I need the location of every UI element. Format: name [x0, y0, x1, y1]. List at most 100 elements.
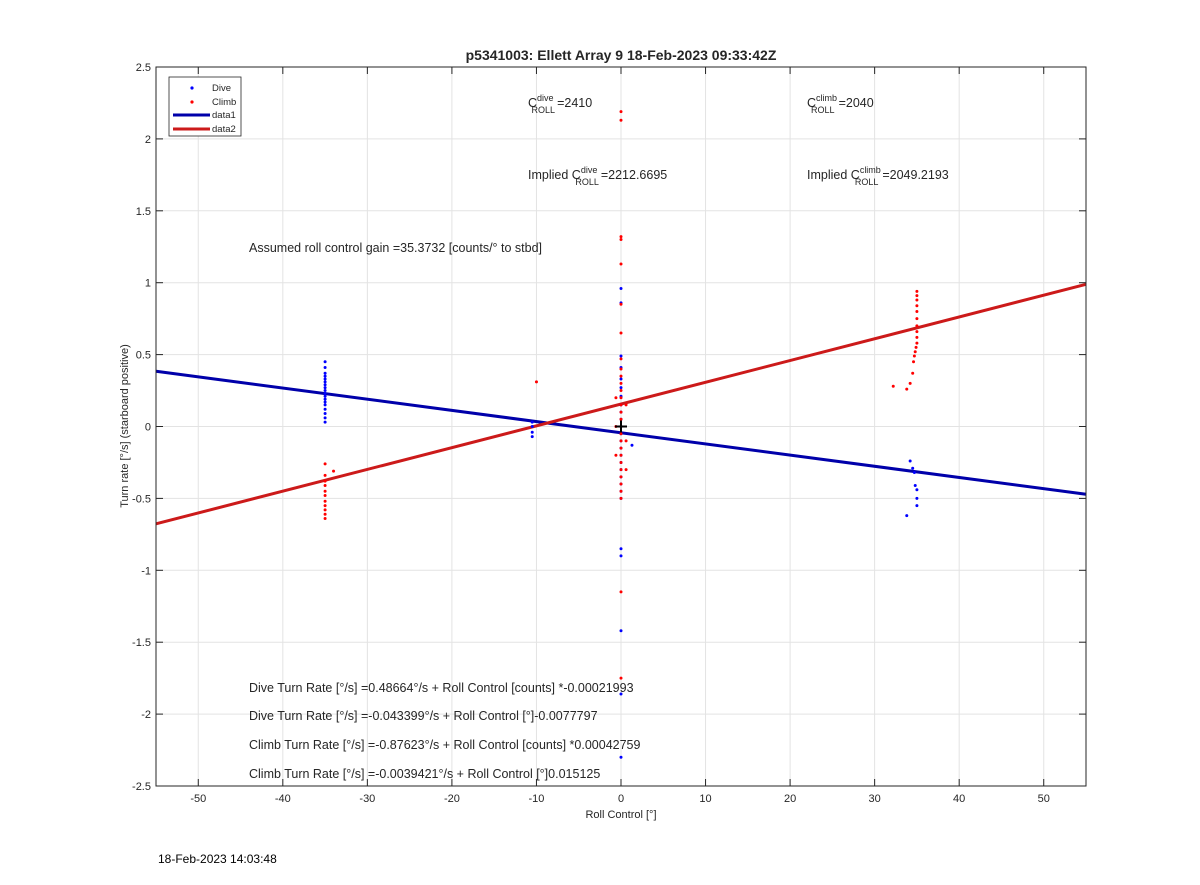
- point-climb: [614, 396, 618, 400]
- point-climb: [619, 331, 623, 335]
- y-tick-label: 0: [145, 422, 151, 434]
- point-dive: [323, 391, 327, 395]
- point-climb: [619, 496, 623, 500]
- point-climb: [619, 238, 623, 242]
- point-climb: [619, 676, 623, 680]
- point-climb: [619, 475, 623, 479]
- point-climb: [619, 417, 623, 421]
- point-dive: [323, 389, 327, 393]
- point-climb: [619, 110, 623, 114]
- point-climb: [619, 482, 623, 486]
- y-tick-label: -2: [141, 709, 151, 721]
- point-climb: [619, 357, 623, 361]
- point-climb: [912, 360, 916, 364]
- point-dive: [323, 416, 327, 420]
- point-dive: [619, 354, 623, 358]
- annotation-c-climb: Cclimb ROLL =2040: [807, 93, 874, 115]
- point-dive: [619, 386, 623, 390]
- point-climb: [891, 384, 895, 388]
- axis-ticks: -50 -40 -30 -20 -10 0 10 20 30 40 50-2.5-2-1.5-1-0…: [132, 62, 1086, 805]
- point-dive: [530, 420, 534, 424]
- legend-label-dive: Dive: [212, 83, 231, 94]
- x-tick-label: -30: [359, 793, 375, 805]
- point-dive: [911, 466, 915, 470]
- y-tick-label: 2: [145, 134, 151, 146]
- x-tick-label: 10: [699, 793, 711, 805]
- point-climb: [619, 381, 623, 385]
- point-climb: [323, 483, 327, 487]
- point-climb: [619, 446, 623, 450]
- point-climb: [619, 439, 623, 443]
- point-dive: [913, 483, 917, 487]
- point-dive: [619, 547, 623, 551]
- point-dive: [530, 425, 534, 428]
- x-tick-label: -10: [529, 793, 545, 805]
- point-climb: [619, 367, 623, 371]
- point-climb: [323, 499, 327, 503]
- point-climb: [323, 517, 327, 521]
- annotation-implied-dive: Implied Cdive ROLL =2212.6695: [528, 165, 667, 187]
- point-climb: [911, 371, 915, 375]
- legend-label-data1: data1: [212, 110, 236, 121]
- legend-label-climb: Climb: [212, 97, 236, 108]
- point-climb: [323, 504, 327, 508]
- point-climb: [915, 335, 919, 339]
- series-layer: [155, 110, 1087, 759]
- point-dive: [323, 386, 327, 390]
- point-climb: [915, 309, 919, 313]
- point-climb: [614, 453, 618, 457]
- legend-marker-dive: [190, 86, 194, 90]
- legend-label-data2: data2: [212, 124, 236, 135]
- point-dive: [323, 407, 327, 411]
- annotation-c-dive: Cdive ROLL =2410: [528, 93, 592, 115]
- point-climb: [619, 262, 623, 266]
- point-climb: [323, 489, 327, 493]
- x-tick-label: -50: [190, 793, 206, 805]
- point-dive: [323, 394, 327, 398]
- point-climb: [915, 317, 919, 321]
- point-dive: [323, 403, 327, 407]
- point-climb: [912, 354, 916, 358]
- point-climb: [332, 469, 336, 473]
- y-tick-label: -0.5: [132, 493, 151, 505]
- print-timestamp: 18-Feb-2023 14:03:48: [158, 852, 277, 866]
- y-tick-label: -1.5: [132, 637, 151, 649]
- point-climb: [619, 302, 623, 306]
- point-climb: [619, 118, 623, 122]
- y-tick-label: 1.5: [136, 206, 151, 218]
- x-tick-label: 50: [1038, 793, 1050, 805]
- point-climb: [914, 345, 918, 349]
- x-tick-label: 30: [869, 793, 881, 805]
- x-tick-label: 20: [784, 793, 796, 805]
- y-tick-label: 0.5: [136, 350, 151, 362]
- legend: Dive Climb data1 data2: [168, 76, 242, 137]
- point-dive: [323, 374, 327, 378]
- point-dive: [619, 692, 623, 696]
- point-climb: [905, 387, 909, 391]
- legend-box: [168, 76, 242, 137]
- point-climb: [915, 294, 919, 298]
- point-climb: [619, 235, 623, 239]
- point-climb: [913, 350, 917, 354]
- point-dive: [915, 488, 919, 492]
- point-dive: [323, 400, 327, 404]
- point-dive: [619, 286, 623, 290]
- y-tick-label: 2.5: [136, 62, 151, 74]
- y-tick-label: -1: [141, 565, 151, 577]
- point-climb: [619, 374, 623, 378]
- point-climb: [619, 590, 623, 594]
- x-axis-label: Roll Control [°]: [585, 809, 656, 821]
- point-climb: [619, 403, 623, 407]
- point-dive: [619, 377, 623, 381]
- point-dive: [630, 443, 634, 447]
- point-dive: [915, 504, 919, 508]
- legend-marker-climb: [190, 100, 194, 104]
- x-tick-label: -20: [444, 793, 460, 805]
- point-climb: [915, 298, 919, 302]
- y-axis-label: Turn rate [°/s] (starboard positive): [119, 344, 131, 508]
- chart-title: p5341003: Ellett Array 9 18-Feb-2023 09:…: [466, 47, 777, 63]
- point-climb: [619, 396, 623, 400]
- point-dive: [912, 471, 916, 475]
- point-dive: [619, 554, 623, 558]
- point-climb: [619, 489, 623, 493]
